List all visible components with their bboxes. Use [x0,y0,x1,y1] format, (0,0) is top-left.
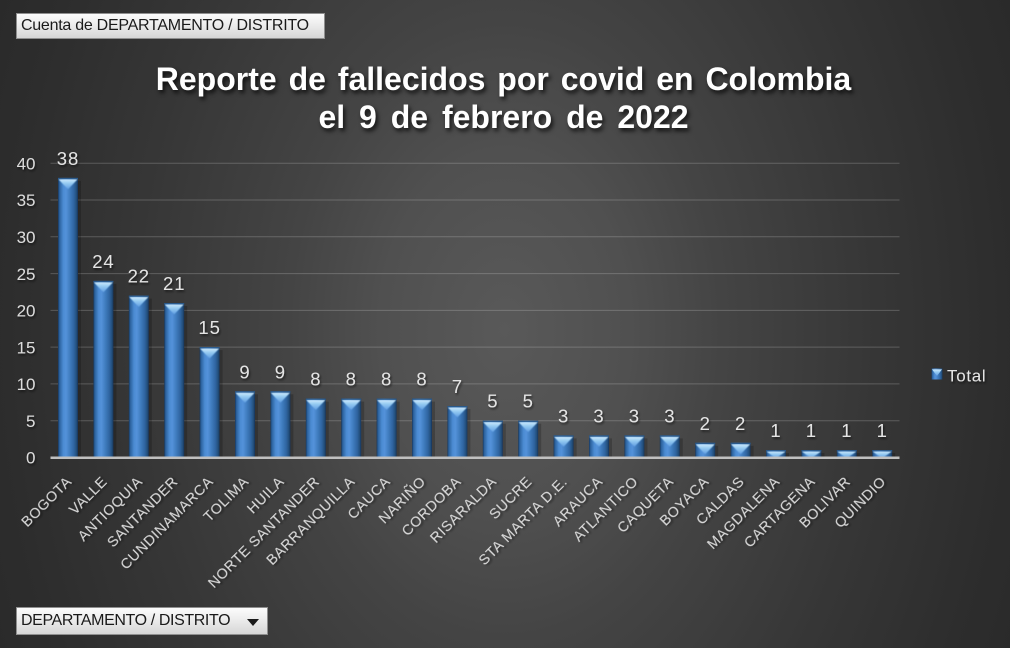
svg-text:8: 8 [310,369,321,390]
svg-text:Total: Total [947,366,986,385]
svg-text:15: 15 [198,317,220,338]
svg-text:1: 1 [841,420,852,441]
svg-text:3: 3 [664,405,675,426]
svg-text:25: 25 [17,265,36,284]
svg-text:2: 2 [735,413,746,434]
svg-text:15: 15 [17,338,36,357]
svg-text:38: 38 [57,148,79,169]
svg-text:40: 40 [17,154,36,173]
svg-text:1: 1 [770,420,781,441]
svg-text:35: 35 [17,191,36,210]
svg-text:9: 9 [275,361,286,382]
svg-text:1: 1 [877,420,888,441]
svg-text:7: 7 [452,376,463,397]
svg-text:21: 21 [163,273,185,294]
svg-text:9: 9 [239,361,250,382]
svg-text:3: 3 [629,405,640,426]
svg-text:8: 8 [346,369,357,390]
svg-text:5: 5 [26,412,35,431]
svg-text:20: 20 [17,302,36,321]
svg-text:0: 0 [26,449,35,468]
svg-text:8: 8 [381,369,392,390]
svg-text:3: 3 [593,405,604,426]
svg-text:3: 3 [558,405,569,426]
svg-text:5: 5 [523,391,534,412]
svg-text:22: 22 [128,266,150,287]
svg-text:24: 24 [92,251,114,272]
svg-text:8: 8 [416,369,427,390]
svg-text:BOGOTA: BOGOTA [19,474,76,531]
svg-text:30: 30 [17,228,36,247]
svg-text:10: 10 [17,375,36,394]
svg-text:1: 1 [806,420,817,441]
svg-text:2: 2 [700,413,711,434]
svg-text:5: 5 [487,391,498,412]
